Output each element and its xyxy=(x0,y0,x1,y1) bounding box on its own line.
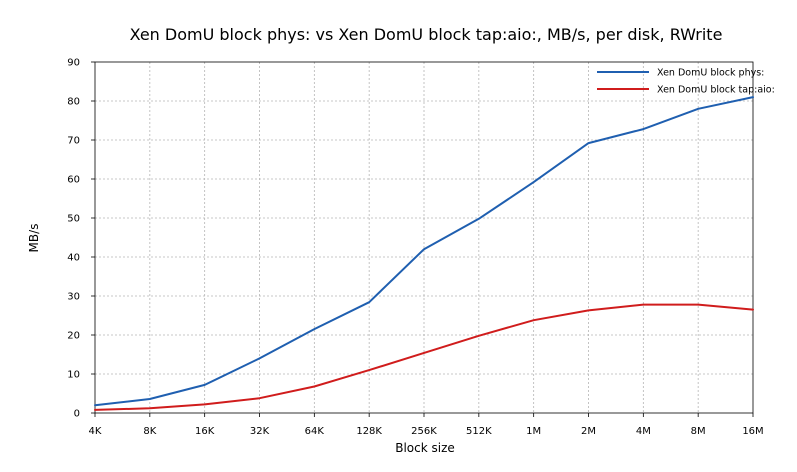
y-tick-label: 20 xyxy=(67,331,80,342)
x-tick-label: 4M xyxy=(636,426,651,437)
y-tick-label: 60 xyxy=(67,175,80,186)
grid-layer xyxy=(95,62,753,413)
legend-label-1: Xen DomU block tap:aio: xyxy=(657,85,775,96)
x-tick-label: 256K xyxy=(411,426,437,437)
x-tick-label: 8K xyxy=(143,426,156,437)
y-tick-label: 70 xyxy=(67,136,80,147)
x-tick-label: 4K xyxy=(89,426,102,437)
x-tick-label: 16M xyxy=(742,426,763,437)
x-tick-label: 2M xyxy=(581,426,596,437)
x-tick-label: 1M xyxy=(526,426,541,437)
legend: Xen DomU block phys: Xen DomU block tap:a… xyxy=(597,68,775,96)
x-axis-title: Block size xyxy=(395,441,455,455)
series-line-0 xyxy=(94,96,754,407)
y-tick-label: 30 xyxy=(67,292,80,303)
axes-layer: 0 10 20 30 40 50 60 70 80 90 4K 8K 16K 32K 64K 128K 256K… xyxy=(67,58,763,438)
y-tick-label: 0 xyxy=(74,409,80,420)
chart-title: Xen DomU block phys: vs Xen DomU block t… xyxy=(130,25,723,44)
x-tick-label: 8M xyxy=(691,426,706,437)
x-tick-label: 16K xyxy=(195,426,215,437)
y-tick-label: 90 xyxy=(67,58,80,69)
y-tick-label: 50 xyxy=(67,214,80,225)
y-tick-label: 40 xyxy=(67,253,80,264)
x-tick-label: 128K xyxy=(356,426,382,437)
x-tick-label: 32K xyxy=(250,426,270,437)
series-line-1 xyxy=(94,303,754,411)
x-tick-label: 64K xyxy=(305,426,325,437)
x-tick-label: 512K xyxy=(466,426,492,437)
series-layer xyxy=(94,96,754,411)
legend-label-0: Xen DomU block phys: xyxy=(657,68,764,79)
y-tick-label: 10 xyxy=(67,370,80,381)
y-axis-title: MB/s xyxy=(27,224,41,253)
y-tick-label: 80 xyxy=(67,97,80,108)
